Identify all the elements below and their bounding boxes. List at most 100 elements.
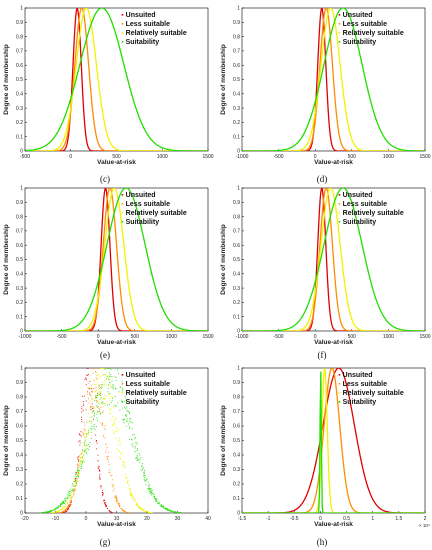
- data-point: [110, 369, 112, 371]
- data-point: [113, 431, 115, 433]
- data-point: [85, 439, 87, 440]
- x-axis-label: Value-at-risk: [314, 159, 353, 166]
- data-point: [45, 511, 47, 513]
- data-point: [84, 429, 85, 431]
- data-point: [119, 506, 120, 508]
- data-point: [67, 507, 69, 509]
- data-point: [102, 422, 104, 424]
- data-point: [90, 437, 92, 439]
- data-point: [99, 387, 101, 389]
- data-point: [141, 465, 143, 467]
- data-point: [109, 375, 111, 377]
- data-point: [61, 503, 63, 504]
- data-point: [115, 497, 117, 499]
- data-point: [112, 388, 114, 390]
- data-point: [99, 397, 101, 399]
- data-point: [75, 485, 77, 487]
- data-point: [98, 386, 100, 388]
- data-point: [130, 492, 132, 494]
- y-tick-label: 0.2: [233, 482, 240, 488]
- data-point: [47, 511, 49, 513]
- y-tick-label: 0.3: [233, 106, 240, 112]
- data-point: [93, 427, 95, 429]
- data-point: [67, 509, 69, 511]
- data-point: [119, 437, 120, 439]
- data-point: [161, 505, 163, 507]
- data-point: [100, 395, 102, 396]
- data-point: [68, 490, 70, 492]
- data-point: [73, 484, 75, 486]
- data-point: [73, 492, 75, 494]
- data-point: [131, 496, 133, 498]
- data-point: [83, 433, 84, 435]
- data-point: [76, 484, 77, 486]
- plot-area: [25, 8, 208, 151]
- data-point: [77, 469, 79, 471]
- data-point: [178, 512, 180, 513]
- data-point: [178, 512, 180, 513]
- data-point: [126, 420, 128, 422]
- data-point: [41, 512, 43, 513]
- data-point: [101, 402, 103, 404]
- data-point: [96, 372, 98, 374]
- data-point: [114, 368, 116, 369]
- data-point: [71, 495, 73, 497]
- data-point: [94, 391, 96, 393]
- data-point: [69, 497, 71, 499]
- data-point: [117, 500, 119, 502]
- data-point: [89, 406, 91, 408]
- data-point: [126, 410, 128, 412]
- data-point: [136, 504, 138, 506]
- data-point: [69, 500, 71, 501]
- data-point: [82, 451, 84, 453]
- y-tick-label: 1: [20, 186, 23, 192]
- data-point: [113, 405, 114, 407]
- data-point: [135, 502, 137, 504]
- data-point: [141, 509, 143, 511]
- data-point: [82, 431, 84, 433]
- data-point: [126, 477, 128, 479]
- data-point: [153, 496, 155, 497]
- data-point: [115, 405, 117, 407]
- data-point: [126, 406, 128, 408]
- data-point: [116, 448, 118, 449]
- data-point: [50, 510, 52, 512]
- data-point: [125, 425, 127, 427]
- x-tick-label: 0: [314, 154, 317, 160]
- data-point: [46, 511, 48, 513]
- data-point: [62, 508, 64, 510]
- data-point: [90, 408, 92, 410]
- data-point: [102, 410, 104, 412]
- data-point: [92, 407, 94, 409]
- y-tick-label: 0.2: [16, 300, 23, 306]
- data-point: [100, 374, 102, 376]
- data-point: [85, 400, 87, 402]
- data-point: [126, 418, 128, 420]
- data-point: [104, 398, 106, 400]
- data-point: [86, 375, 88, 376]
- data-point: [80, 460, 82, 462]
- y-tick-label: 0.5: [16, 438, 23, 444]
- data-point: [132, 434, 134, 436]
- data-point: [98, 403, 100, 404]
- data-point: [75, 482, 77, 484]
- data-point: [82, 461, 83, 463]
- data-point: [101, 381, 103, 383]
- data-point: [72, 483, 74, 485]
- data-point: [102, 401, 104, 403]
- data-point: [126, 511, 128, 513]
- data-point: [115, 418, 117, 420]
- y-tick-label: 0.5: [16, 77, 23, 83]
- data-point: [111, 475, 113, 477]
- legend-marker-less-suitable: [338, 203, 341, 205]
- data-point: [157, 502, 159, 504]
- data-point: [73, 489, 75, 491]
- legend-label-less-suitable: Less suitable: [126, 201, 170, 208]
- data-point: [78, 463, 80, 465]
- data-point: [60, 509, 61, 511]
- legend-label-unsuited: Unsuited: [126, 372, 156, 379]
- data-point: [94, 429, 96, 431]
- legend-marker-unsuited: [121, 194, 124, 196]
- series-line-relatively-suitable: [25, 188, 208, 331]
- data-point: [117, 369, 118, 371]
